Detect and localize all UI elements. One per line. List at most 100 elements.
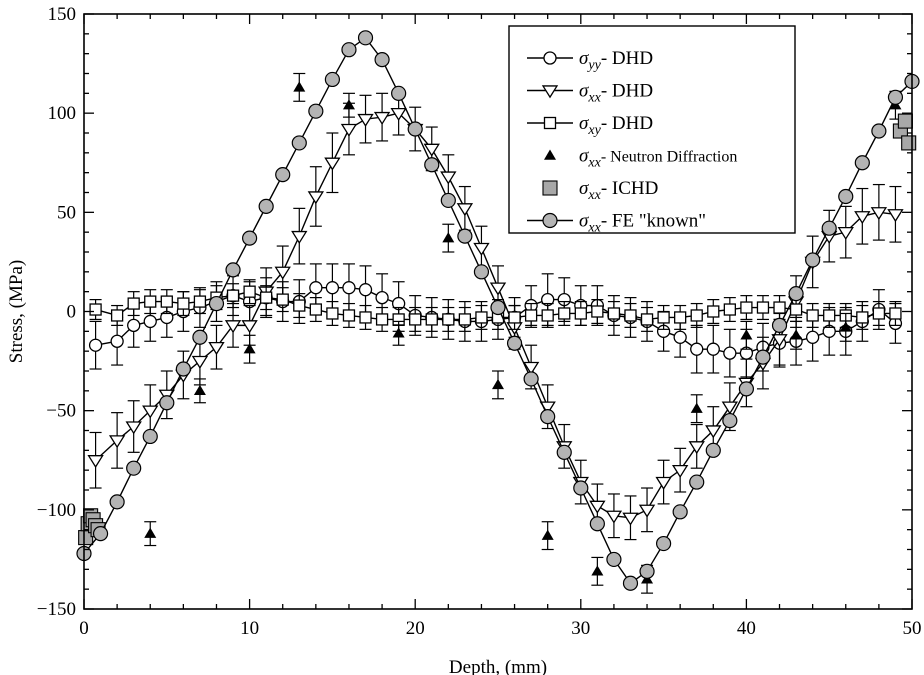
data-point [872, 307, 886, 320]
data-point [407, 121, 423, 137]
data-point [442, 313, 455, 326]
y-axis-title: Stress, (MPa) [6, 260, 27, 363]
data-point [823, 309, 836, 322]
data-point [208, 295, 225, 312]
data-point [409, 313, 422, 326]
data-point [589, 516, 605, 532]
data-point [573, 480, 589, 496]
y-tick-label: 150 [48, 4, 77, 25]
data-point [722, 412, 738, 429]
data-point [473, 264, 490, 280]
data-point [144, 527, 157, 538]
data-point [193, 384, 206, 396]
data-point [789, 303, 803, 316]
data-point [457, 228, 473, 244]
data-point [591, 305, 604, 318]
data-point [456, 203, 474, 217]
legend-item: σxx- FE "known" [527, 211, 706, 236]
data-point [275, 167, 291, 183]
data-point [88, 338, 103, 352]
data-point [673, 330, 687, 344]
data-point [887, 89, 904, 105]
x-tick-label: 50 [903, 618, 922, 639]
data-point [423, 143, 440, 157]
data-point [110, 309, 124, 322]
data-point [125, 421, 142, 435]
data-point [208, 341, 225, 356]
data-point [225, 262, 241, 278]
data-point [688, 441, 705, 455]
data-point [523, 371, 539, 387]
data-point [308, 103, 324, 119]
data-point [489, 282, 507, 296]
data-point [506, 335, 523, 351]
data-point [159, 395, 175, 411]
data-point [192, 329, 208, 345]
data-point [821, 220, 837, 236]
data-point [475, 311, 488, 324]
data-point [127, 297, 140, 310]
data-point [357, 30, 374, 46]
data-point [341, 42, 357, 58]
data-point [622, 512, 639, 526]
data-point [224, 320, 242, 334]
data-point [160, 295, 173, 308]
data-point [689, 474, 705, 490]
data-point [740, 301, 753, 314]
data-point [558, 307, 571, 320]
legend-label: σxx- ICHD [579, 178, 658, 203]
data-point [591, 565, 604, 576]
data-point [805, 252, 821, 268]
data-point [838, 188, 854, 205]
data-point [740, 329, 753, 340]
data-point [340, 123, 358, 137]
data-point [89, 303, 102, 316]
data-point [260, 291, 273, 304]
data-point [856, 311, 869, 324]
legend-marker [543, 51, 557, 65]
data-point [142, 428, 158, 445]
data-point [607, 307, 621, 320]
data-point [309, 303, 322, 316]
data-point [854, 211, 871, 225]
data-point [127, 318, 141, 333]
data-point [440, 171, 457, 185]
data-point [241, 320, 258, 334]
data-point [440, 192, 456, 209]
data-point [492, 378, 504, 390]
data-point [109, 494, 125, 510]
data-point [723, 346, 737, 360]
data-point [755, 349, 771, 365]
data-point [144, 295, 157, 308]
data-point [589, 500, 606, 514]
x-tick-label: 0 [79, 618, 89, 639]
data-point [425, 313, 438, 326]
data-point [325, 281, 340, 295]
data-point [721, 401, 739, 415]
legend-label: σxx- FE "known" [579, 211, 706, 236]
data-point [473, 242, 490, 256]
data-point [738, 381, 755, 397]
data-point [605, 510, 623, 524]
legend-item: σxx- ICHD [542, 178, 658, 203]
data-point [508, 311, 521, 324]
data-point [887, 209, 904, 223]
data-point [392, 327, 405, 338]
data-point [424, 157, 440, 173]
data-point [175, 361, 191, 377]
data-point [243, 285, 256, 298]
data-point [243, 343, 256, 354]
data-point [357, 113, 374, 127]
data-point [871, 123, 887, 139]
legend-box [508, 25, 796, 234]
legend: σyy- DHD σxx- DHD σxy- DHD σxx- Neutron Dif… [508, 25, 796, 236]
data-point [870, 207, 888, 221]
data-point [839, 321, 852, 332]
data-point [226, 289, 240, 302]
data-point [324, 71, 340, 88]
data-point [274, 266, 291, 280]
legend-item: σyy- DHD [527, 48, 653, 73]
data-point [897, 113, 913, 129]
x-tick-label: 30 [571, 618, 590, 639]
x-tick-label: 10 [240, 618, 259, 639]
